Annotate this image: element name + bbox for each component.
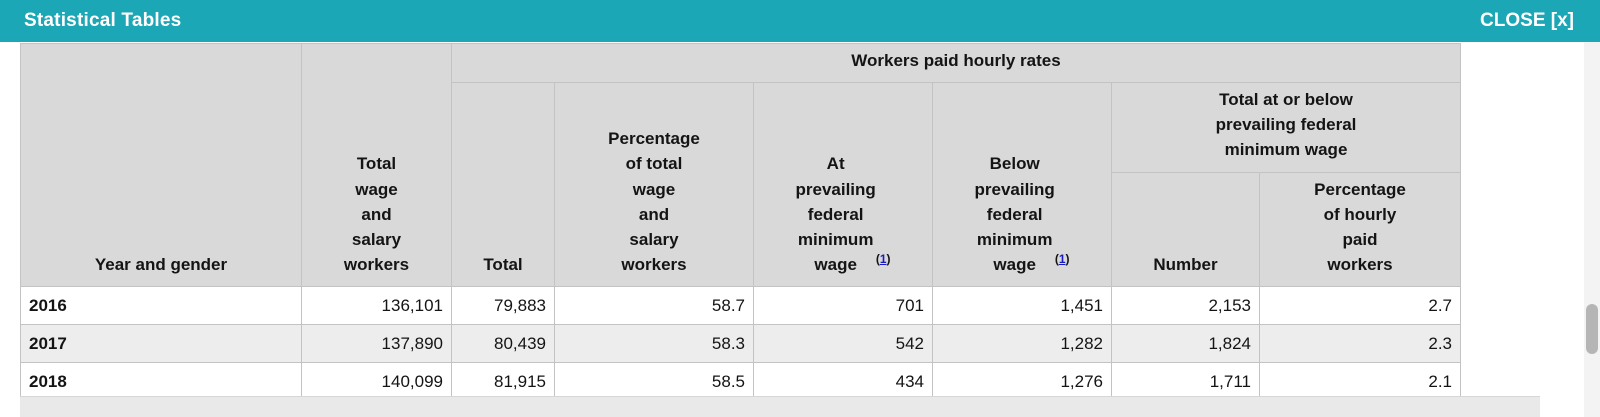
cell-pct-total: 58.7: [554, 286, 754, 326]
cell-below-min: 1,451: [932, 286, 1112, 326]
cell-pct-total: 58.5: [554, 362, 754, 402]
page-title: Statistical Tables: [24, 10, 182, 31]
cell-pct-hourly: 2.7: [1259, 286, 1461, 326]
cell-below-min: 1,276: [932, 362, 1112, 402]
cell-total: 79,883: [451, 286, 555, 326]
cell-pct-hourly: 2.1: [1259, 362, 1461, 402]
titlebar: Statistical Tables CLOSE [x]: [0, 0, 1600, 42]
col-header-percentage-of-hourly-paid: Percentage of hourly paid workers: [1259, 171, 1461, 288]
col-header-number: Number: [1111, 171, 1260, 288]
col-header-year-and-gender: Year and gender: [20, 42, 302, 288]
cell-number: 2,153: [1111, 286, 1260, 326]
group-header-workers-paid-hourly-rates: Workers paid hourly rates: [451, 42, 1461, 84]
vertical-scrollbar-thumb[interactable]: [1586, 304, 1598, 354]
footnote-open-paren: (: [875, 252, 880, 267]
cell-number: 1,824: [1111, 324, 1260, 364]
cell-at-min: 434: [753, 362, 933, 402]
cell-below-min: 1,282: [932, 324, 1112, 364]
footnote-1-link[interactable]: 1: [879, 252, 887, 267]
col-header-below-prevailing-minimum-wage: Below prevailing federal minimum wage (1): [932, 82, 1112, 288]
footnote-open-paren: (: [1054, 252, 1059, 267]
cell-year: 2016: [20, 286, 302, 326]
footnote-1-link[interactable]: 1: [1058, 252, 1066, 267]
col-header-total: Total: [451, 82, 555, 288]
table-row: 2017 137,890 80,439 58.3 542 1,282 1,824…: [20, 324, 1461, 364]
footnote-reference: (1): [1055, 252, 1070, 266]
table-container: Year and gender Total wage and salary wo…: [20, 42, 1461, 402]
table-row: 2016 136,101 79,883 58.7 701 1,451 2,153…: [20, 286, 1461, 326]
table-row: 2018 140,099 81,915 58.5 434 1,276 1,711…: [20, 362, 1461, 402]
vertical-scrollbar[interactable]: [1584, 42, 1600, 417]
footnote-close-paren: ): [886, 252, 891, 267]
cell-pct-total: 58.3: [554, 324, 754, 364]
statistical-table: Year and gender Total wage and salary wo…: [20, 42, 1461, 402]
cell-total-wage: 136,101: [301, 286, 452, 326]
cell-pct-hourly: 2.3: [1259, 324, 1461, 364]
cell-total-wage: 140,099: [301, 362, 452, 402]
cell-total-wage: 137,890: [301, 324, 452, 364]
cell-year: 2017: [20, 324, 302, 364]
cell-number: 1,711: [1111, 362, 1260, 402]
col-header-total-wage-salary-workers: Total wage and salary workers: [301, 42, 452, 288]
col-header-percentage-of-total: Percentage of total wage and salary work…: [554, 82, 754, 288]
col-header-at-prevailing-minimum-wage: At prevailing federal minimum wage (1): [753, 82, 933, 288]
close-button[interactable]: CLOSE [x]: [1480, 10, 1574, 31]
cell-at-min: 701: [753, 286, 933, 326]
cell-at-min: 542: [753, 324, 933, 364]
footnote-close-paren: ): [1065, 252, 1070, 267]
group-header-total-at-or-below: Total at or below prevailing federal min…: [1111, 82, 1461, 173]
footnote-reference: (1): [876, 252, 891, 266]
cell-total: 80,439: [451, 324, 555, 364]
horizontal-scrollbar[interactable]: [20, 396, 1540, 417]
